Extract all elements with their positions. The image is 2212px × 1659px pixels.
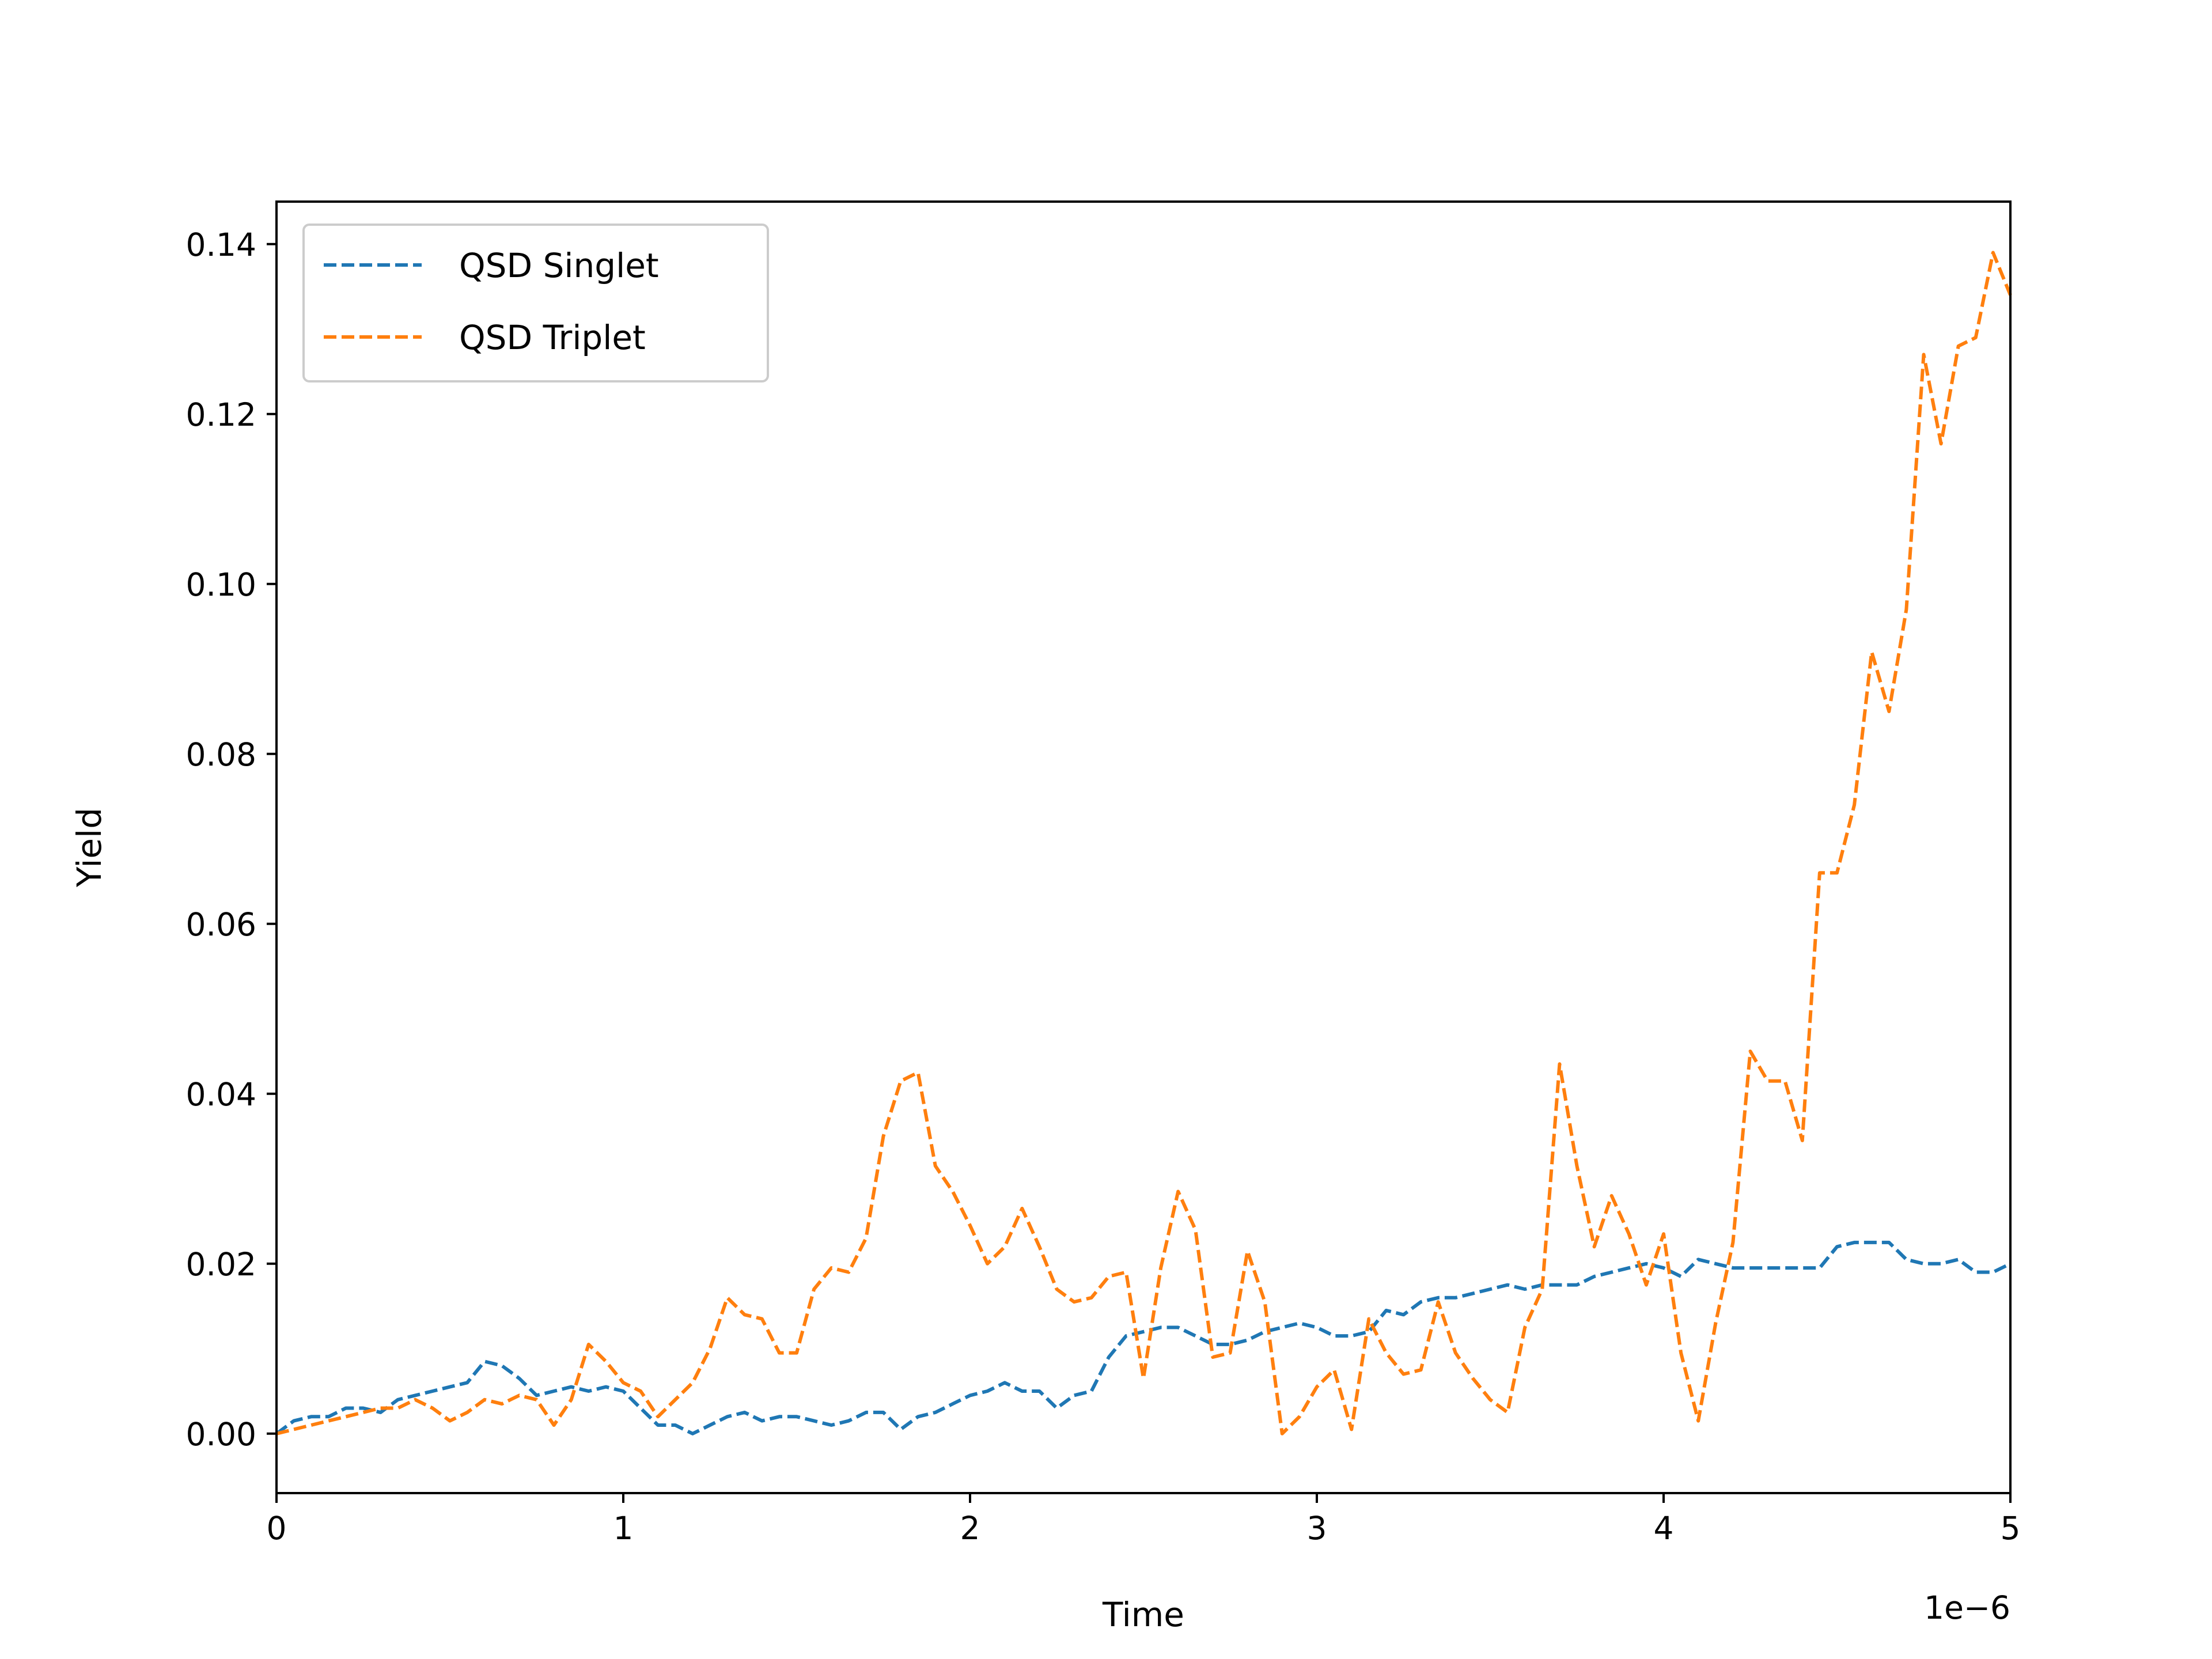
series-layer [275, 251, 2012, 1435]
x-tick-label: 5 [2001, 1510, 2021, 1547]
y-axis-label: Yield [70, 808, 109, 888]
plot-area [275, 200, 2012, 1494]
y-tick-label: 0.12 [186, 396, 256, 433]
x-axis-offset-label: 1e−6 [1924, 1589, 2010, 1626]
x-axis-label: Time [1102, 1595, 1184, 1634]
y-tick-label: 0.06 [186, 906, 256, 943]
series-line-qsd-singlet [275, 1240, 2012, 1435]
x-tick-label: 2 [960, 1510, 980, 1547]
legend-label-qsd-triplet: QSD Triplet [459, 318, 646, 357]
legend-label-qsd-singlet: QSD Singlet [459, 246, 659, 285]
x-tick-label: 3 [1307, 1510, 1327, 1547]
y-axis: 0.00 0.02 0.04 0.06 0.08 0.10 0.12 0.14 [186, 226, 276, 1453]
y-tick-label: 0.04 [186, 1076, 256, 1113]
x-tick-label: 4 [1654, 1510, 1674, 1547]
x-tick-label: 0 [267, 1510, 287, 1547]
y-tick-label: 0.00 [186, 1416, 256, 1453]
y-tick-label: 0.02 [186, 1246, 256, 1283]
series-line-qsd-triplet [276, 251, 2012, 1435]
y-tick-label: 0.14 [186, 226, 256, 263]
x-axis: 0 1 2 3 4 5 [267, 1493, 2021, 1547]
legend: QSD Singlet QSD Triplet [302, 224, 769, 382]
y-tick-label: 0.10 [186, 566, 256, 603]
y-tick-label: 0.08 [186, 736, 256, 773]
x-tick-label: 1 [613, 1510, 634, 1547]
axes-frame [275, 200, 2012, 1494]
